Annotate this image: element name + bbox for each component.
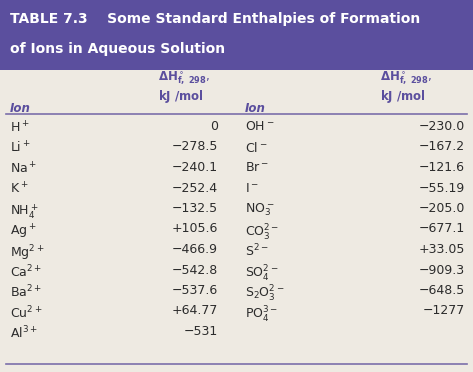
Text: Ion: Ion xyxy=(10,102,31,115)
Text: Ion: Ion xyxy=(245,102,266,115)
Text: −240.1: −240.1 xyxy=(172,161,218,174)
Text: −132.5: −132.5 xyxy=(172,202,218,215)
Text: OH$^-$: OH$^-$ xyxy=(245,120,274,133)
Text: $\mathbf{kJ\ /mol}$: $\mathbf{kJ\ /mol}$ xyxy=(158,88,203,105)
Text: −648.5: −648.5 xyxy=(419,284,465,297)
Text: Na$^+$: Na$^+$ xyxy=(10,161,37,176)
Text: H$^+$: H$^+$ xyxy=(10,120,30,135)
Text: TABLE 7.3    Some Standard Enthalpies of Formation: TABLE 7.3 Some Standard Enthalpies of Fo… xyxy=(10,12,420,26)
Text: −1277: −1277 xyxy=(423,305,465,317)
Text: CO$_3^{2-}$: CO$_3^{2-}$ xyxy=(245,222,280,243)
Text: −278.5: −278.5 xyxy=(172,141,218,154)
Text: Ba$^{2+}$: Ba$^{2+}$ xyxy=(10,284,42,301)
Text: −252.4: −252.4 xyxy=(172,182,218,195)
Text: NH$_4^+$: NH$_4^+$ xyxy=(10,202,38,221)
Text: +105.6: +105.6 xyxy=(172,222,218,235)
Text: −909.3: −909.3 xyxy=(419,263,465,276)
Text: −531: −531 xyxy=(184,325,218,338)
Text: I$^-$: I$^-$ xyxy=(245,182,259,195)
Text: NO$_3^-$: NO$_3^-$ xyxy=(245,202,274,218)
Text: +33.05: +33.05 xyxy=(419,243,465,256)
Text: −205.0: −205.0 xyxy=(419,202,465,215)
Text: −230.0: −230.0 xyxy=(419,120,465,133)
Text: K$^+$: K$^+$ xyxy=(10,182,28,197)
Text: Cu$^{2+}$: Cu$^{2+}$ xyxy=(10,305,43,321)
Text: Ag$^+$: Ag$^+$ xyxy=(10,222,37,241)
Text: −537.6: −537.6 xyxy=(172,284,218,297)
Text: 0: 0 xyxy=(210,120,218,133)
Text: Mg$^{2+}$: Mg$^{2+}$ xyxy=(10,243,44,263)
Text: −542.8: −542.8 xyxy=(172,263,218,276)
Text: Cl$^-$: Cl$^-$ xyxy=(245,141,267,154)
Text: Li$^+$: Li$^+$ xyxy=(10,141,31,156)
Text: SO$_4^{2-}$: SO$_4^{2-}$ xyxy=(245,263,279,283)
Text: −167.2: −167.2 xyxy=(419,141,465,154)
Text: −466.9: −466.9 xyxy=(172,243,218,256)
Text: S$_2$O$_3^{2-}$: S$_2$O$_3^{2-}$ xyxy=(245,284,285,304)
Text: $\mathbf{kJ\ /mol}$: $\mathbf{kJ\ /mol}$ xyxy=(380,88,426,105)
Text: $\mathbf{\Delta H}^\circ_{\mathbf{f,\ 298}},$: $\mathbf{\Delta H}^\circ_{\mathbf{f,\ 29… xyxy=(380,70,432,87)
Text: $\mathbf{\Delta H}^\circ_{\mathbf{f,\ 298}},$: $\mathbf{\Delta H}^\circ_{\mathbf{f,\ 29… xyxy=(158,70,210,87)
Text: −121.6: −121.6 xyxy=(419,161,465,174)
Text: Br$^-$: Br$^-$ xyxy=(245,161,269,174)
Bar xyxy=(0,0,473,70)
Text: Al$^{3+}$: Al$^{3+}$ xyxy=(10,325,38,341)
Text: PO$_4^{3-}$: PO$_4^{3-}$ xyxy=(245,305,278,325)
Text: −55.19: −55.19 xyxy=(419,182,465,195)
Text: of Ions in Aqueous Solution: of Ions in Aqueous Solution xyxy=(10,42,225,56)
Text: −677.1: −677.1 xyxy=(419,222,465,235)
Text: +64.77: +64.77 xyxy=(172,305,218,317)
Text: Ca$^{2+}$: Ca$^{2+}$ xyxy=(10,263,42,280)
Text: S$^{2-}$: S$^{2-}$ xyxy=(245,243,269,260)
